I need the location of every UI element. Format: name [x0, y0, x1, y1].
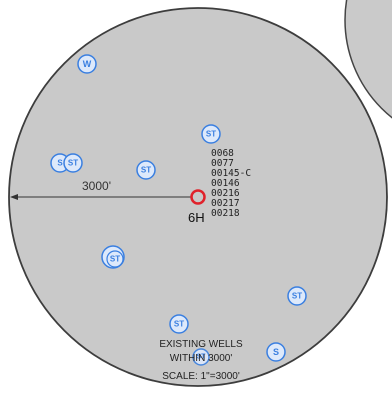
well-symbol-w: W [77, 54, 97, 74]
well-symbol-st-3: ST [136, 160, 156, 180]
legend-line: EXISTING WELLS [159, 339, 243, 350]
well-id: 00145-C [211, 168, 251, 179]
well-id: 00216 [211, 188, 240, 199]
well-symbol-st-2: ST [63, 153, 83, 173]
svg-text:S: S [57, 159, 63, 168]
well-id-list: 0068 0077 00145-C 00146 00216 00217 0021… [211, 148, 251, 219]
radius-arrowhead [10, 194, 18, 200]
radius-label: 3000' [82, 179, 111, 193]
adjacent-map-circle [344, 0, 392, 119]
svg-text:ST: ST [197, 354, 207, 361]
center-well-label: 6H [188, 210, 205, 225]
well-symbol-st-1: ST [201, 124, 221, 144]
legend-line: WITHIN 3000' [170, 353, 233, 364]
svg-text:ST: ST [292, 292, 302, 301]
well-id: 0068 [211, 148, 234, 159]
well-id: 0077 [211, 158, 234, 169]
map-legend: EXISTING WELLS WITHIN 3000' SCALE: 1"=30… [159, 339, 243, 382]
well-symbol-st-7: ST [192, 348, 210, 366]
svg-text:ST: ST [110, 255, 120, 264]
svg-text:ST: ST [174, 320, 184, 329]
well-symbol-st-5: ST [287, 286, 307, 306]
svg-text:S: S [273, 347, 279, 357]
center-well-marker [190, 189, 206, 205]
well-symbol-st-6: ST [169, 314, 189, 334]
legend-line: SCALE: 1"=3000' [162, 371, 240, 382]
svg-text:ST: ST [206, 130, 216, 139]
well-symbol-s-2: S [266, 342, 286, 362]
well-id: 00218 [211, 208, 240, 219]
well-id: 00146 [211, 178, 240, 189]
well-symbol-st-4: ST [101, 245, 125, 269]
svg-text:ST: ST [141, 166, 151, 175]
svg-text:ST: ST [68, 159, 78, 168]
well-id: 00217 [211, 198, 240, 209]
svg-text:W: W [83, 59, 92, 69]
